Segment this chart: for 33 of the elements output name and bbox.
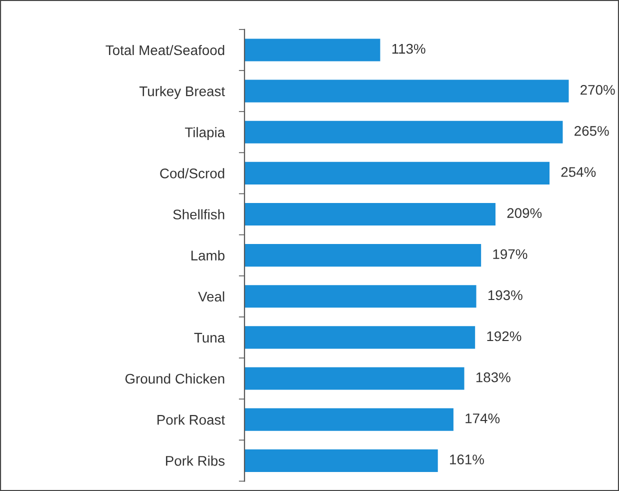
data-label: 193%	[488, 290, 522, 300]
data-label: 254%	[561, 167, 596, 177]
data-label: 192%	[487, 331, 522, 342]
data-label: 197%	[493, 249, 528, 260]
data-label: 113%	[392, 44, 426, 54]
y-tick-label: Shellfish	[173, 209, 224, 220]
data-label: 174%	[466, 414, 500, 424]
bar	[244, 367, 464, 390]
bar	[244, 285, 476, 308]
bar	[244, 80, 569, 102]
bar	[244, 202, 496, 226]
bar	[244, 408, 454, 431]
y-tick-label: Pork Ribs	[166, 456, 225, 466]
y-tick-label: Lamb	[191, 250, 224, 260]
y-tick-label: Cod/Scrod	[160, 168, 224, 178]
y-tick-label: Tuna	[194, 332, 226, 343]
y-tick-label: Ground Chicken	[125, 373, 224, 384]
bar	[244, 162, 550, 184]
y-tick-label: Tilapia	[184, 127, 226, 140]
y-tick-label: Veal	[198, 291, 224, 302]
data-label: 161%	[450, 454, 484, 464]
bar	[244, 326, 476, 349]
y-tick-label: Pork Roast	[158, 414, 225, 425]
bar	[244, 244, 482, 267]
bar	[244, 38, 380, 62]
y-tick-label: Turkey Breast	[139, 86, 225, 99]
data-label: 270%	[580, 84, 615, 95]
bar	[244, 120, 563, 144]
y-tick-label: Total Meat/Seafood	[106, 44, 224, 56]
data-label: 183%	[476, 372, 510, 382]
data-label: 265%	[574, 126, 609, 136]
bar	[244, 449, 438, 472]
data-label: 209%	[507, 208, 542, 218]
